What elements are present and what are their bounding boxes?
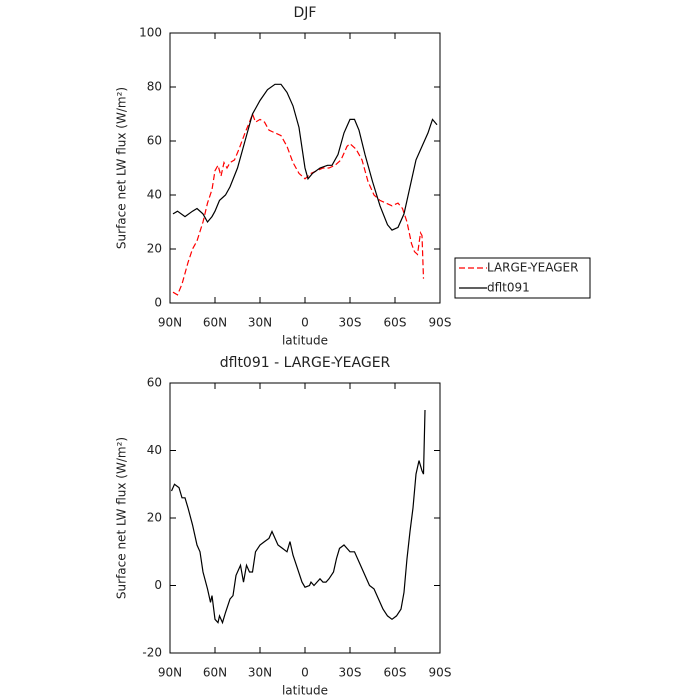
x-tick-label: 30S [339,316,362,330]
y-axis-label: Surface net LW flux (W/m²) [115,87,129,249]
x-tick-label: 90S [429,316,452,330]
x-tick-label: 60N [203,666,227,680]
x-tick-label: 60N [203,316,227,330]
x-tick-label: 0 [301,316,309,330]
x-tick-label: 30N [248,666,272,680]
legend-label: LARGE-YEAGER [487,261,578,275]
x-tick-label: 90S [429,666,452,680]
y-tick-label: 60 [147,134,162,148]
series-line [170,409,426,625]
y-tick-label: 100 [139,26,162,40]
y-tick-label: 40 [147,188,162,202]
y-tick-label: -20 [142,646,162,660]
x-tick-label: 90N [158,666,182,680]
y-tick-label: 0 [154,296,162,310]
x-tick-label: 30S [339,666,362,680]
y-tick-label: 20 [147,511,162,525]
series-line [172,112,425,296]
x-tick-label: 0 [301,666,309,680]
series-line [172,83,438,231]
y-tick-label: 20 [147,242,162,256]
y-tick-label: 40 [147,443,162,457]
chart-title: DJF [294,5,317,21]
y-tick-label: 80 [147,80,162,94]
y-tick-label: 0 [154,578,162,592]
legend-label: dflt091 [487,281,530,295]
x-tick-label: 30N [248,316,272,330]
x-axis-label: latitude [282,334,328,348]
y-tick-label: 60 [147,376,162,390]
x-tick-label: 90N [158,316,182,330]
x-tick-label: 60S [384,666,407,680]
chart-title: dflt091 - LARGE-YEAGER [220,355,391,371]
plot-frame [169,382,441,654]
x-axis-label: latitude [282,684,328,698]
legend-box [454,257,591,299]
y-axis-label: Surface net LW flux (W/m²) [115,437,129,599]
x-tick-label: 60S [384,316,407,330]
